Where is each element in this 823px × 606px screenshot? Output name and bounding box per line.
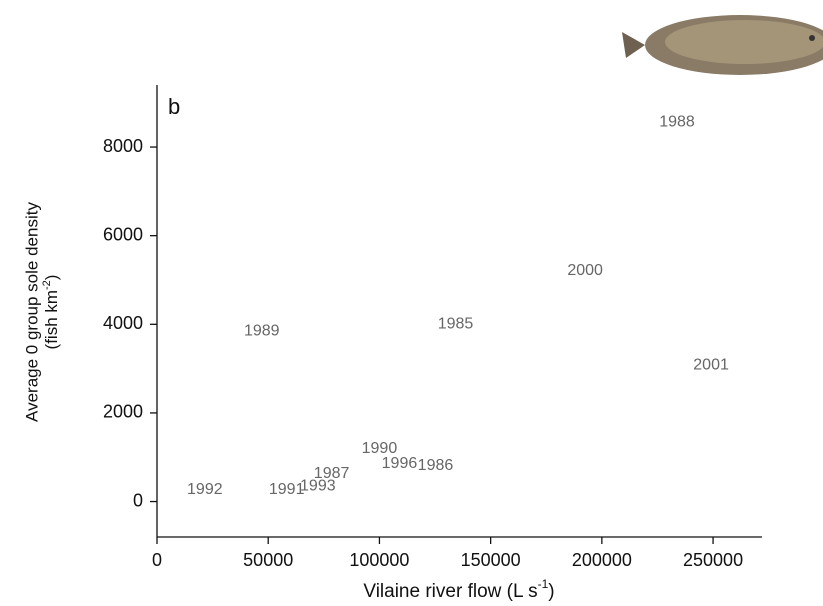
x-tick-label: 50000 <box>243 550 293 570</box>
point-label: 1992 <box>187 481 223 498</box>
point-label: 1996 <box>382 455 418 472</box>
x-axis-label: Vilaine river flow (L s-1) <box>363 577 554 602</box>
y-tick-label: 4000 <box>103 313 143 333</box>
x-tick-label: 150000 <box>461 550 521 570</box>
x-tick-label: 0 <box>152 550 162 570</box>
y-axis-label-end: ) <box>42 275 61 281</box>
x-tick-label: 100000 <box>349 550 409 570</box>
x-tick-label: 250000 <box>683 550 743 570</box>
point-label: 1991 <box>269 481 305 498</box>
y-tick-label: 6000 <box>103 224 143 244</box>
point-label: 1993 <box>300 478 336 495</box>
y-axis-label-line1: Average 0 group sole density <box>22 202 41 422</box>
panel-label: b <box>168 94 180 119</box>
x-tick-label: 200000 <box>572 550 632 570</box>
fish-image <box>622 15 823 75</box>
y-tick-label: 8000 <box>103 136 143 156</box>
point-label: 1989 <box>244 323 280 340</box>
point-label: 1986 <box>418 457 454 474</box>
point-label: 2000 <box>567 262 603 279</box>
y-tick-label: 2000 <box>103 402 143 422</box>
y-tick-label: 0 <box>133 490 143 510</box>
point-label: 1988 <box>659 113 695 130</box>
y-axis-label-sup: -2 <box>41 280 53 290</box>
y-axis-label: Average 0 group sole density (fish km-2) <box>22 202 61 422</box>
x-axis-label-text: Vilaine river flow (L s <box>363 581 537 602</box>
point-label: 2001 <box>693 356 729 373</box>
chart: b Vilaine river flow (L s-1) Average 0 g… <box>0 0 823 606</box>
y-axis-label-text: (fish km <box>42 290 61 350</box>
point-label: 1985 <box>438 316 474 333</box>
y-axis-label-line2: (fish km-2) <box>41 275 62 350</box>
x-axis-label-end: ) <box>548 581 554 602</box>
x-axis-label-sup: -1 <box>538 577 549 591</box>
